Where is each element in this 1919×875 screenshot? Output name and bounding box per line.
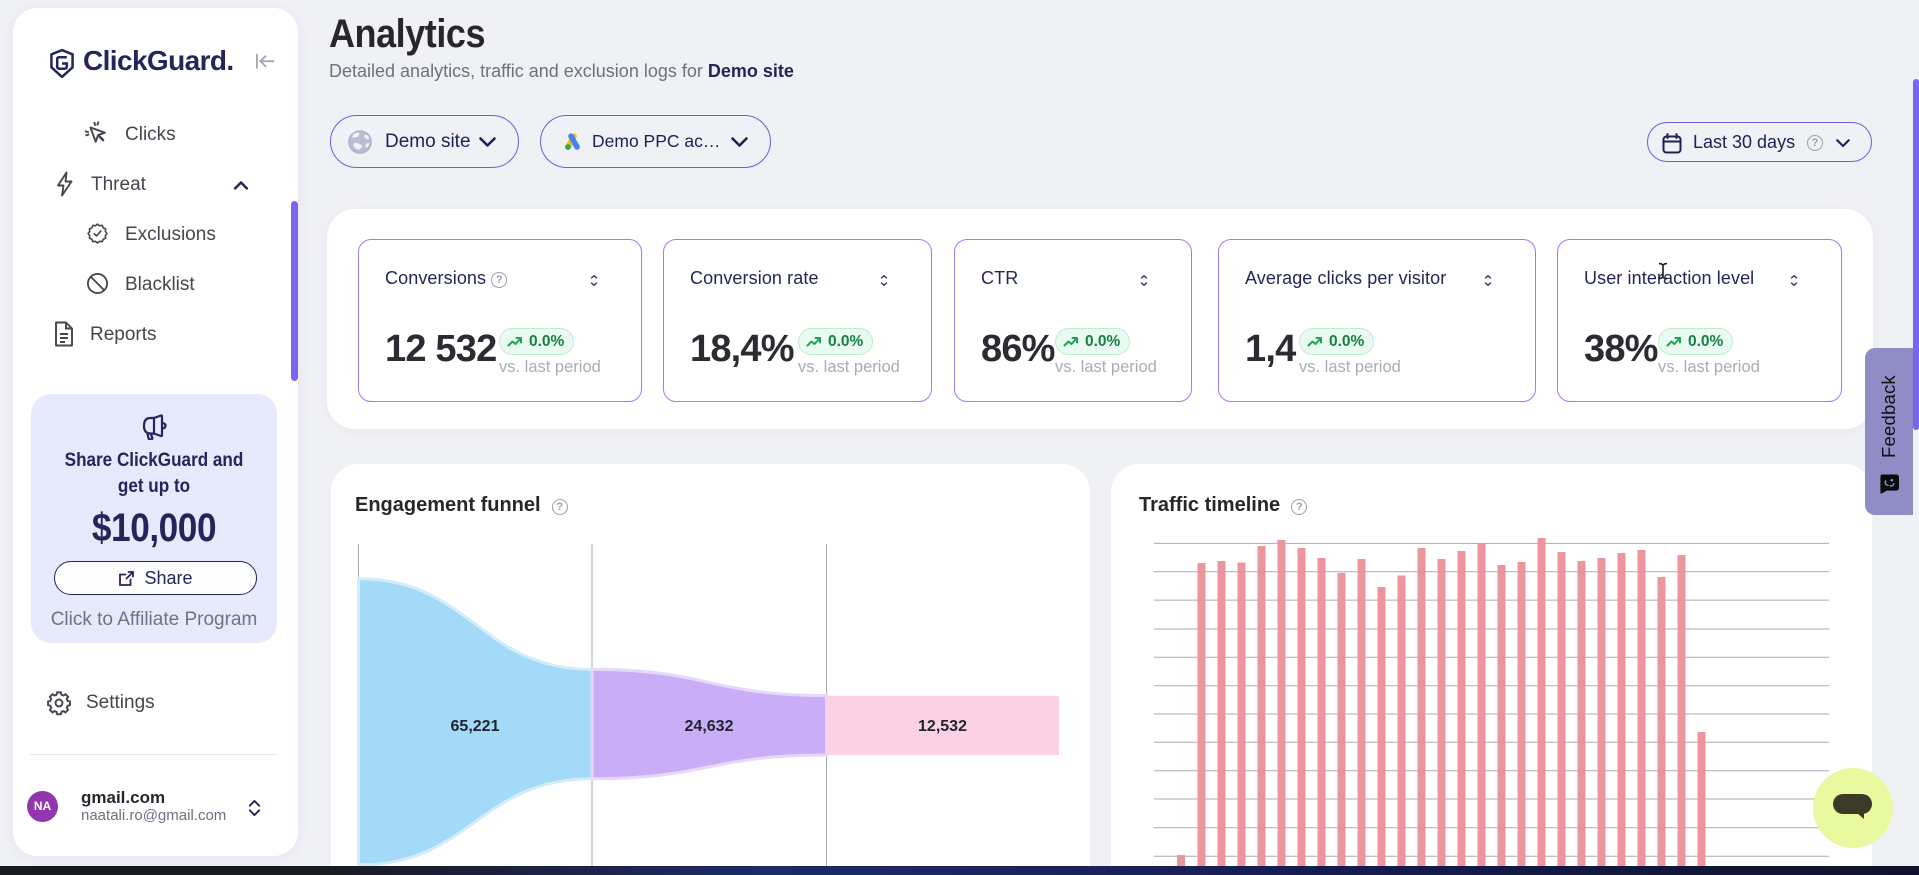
svg-text:65,221: 65,221 [451,718,500,735]
svg-text:12,532: 12,532 [918,718,967,735]
svg-text:24,632: 24,632 [685,718,734,735]
